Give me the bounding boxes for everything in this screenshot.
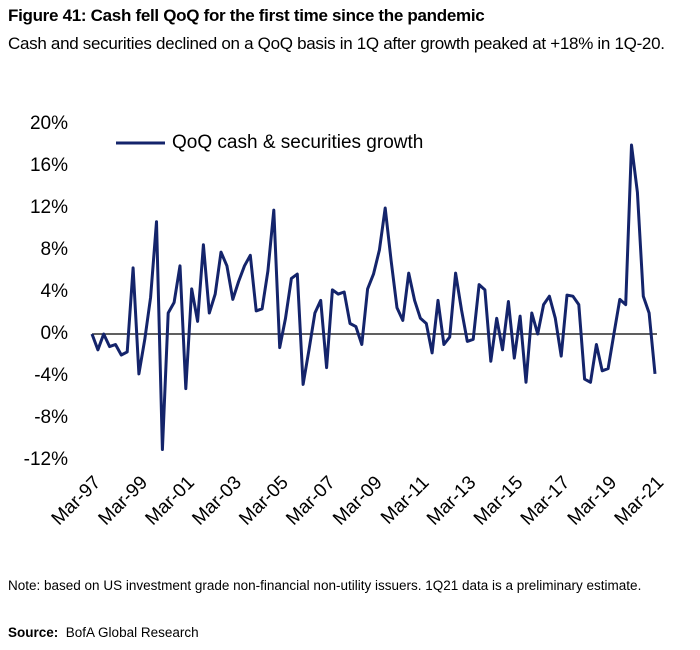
note: Note: based on US investment grade non-f…: [8, 578, 642, 593]
y-tick-label: 8%: [41, 239, 69, 260]
chart-subtitle: Cash and securities declined on a QoQ ba…: [8, 34, 665, 53]
x-tick-label: Mar-21: [611, 472, 668, 529]
x-tick-label: Mar-97: [48, 472, 105, 529]
x-tick-label: Mar-19: [564, 472, 621, 529]
legend-label: QoQ cash & securities growth: [172, 132, 423, 153]
x-tick-label: Mar-07: [282, 472, 339, 529]
y-tick-label: 4%: [41, 281, 69, 302]
y-tick-label: -12%: [24, 449, 68, 470]
x-tick-label: Mar-17: [517, 472, 574, 529]
source-label: Source:: [8, 625, 59, 640]
x-tick-label: Mar-15: [470, 472, 527, 529]
y-tick-label: 20%: [30, 113, 68, 134]
source-text: BofA Global Research: [65, 625, 199, 640]
y-tick-label: -4%: [34, 365, 68, 386]
x-tick-label: Mar-01: [142, 472, 199, 529]
chart: -12%-8%-4%0%4%8%12%16%20%Mar-97Mar-99Mar…: [24, 113, 668, 530]
source: Source: BofA Global Research: [8, 625, 199, 640]
x-tick-label: Mar-09: [329, 472, 386, 529]
y-tick-label: -8%: [34, 407, 68, 428]
x-tick-label: Mar-03: [188, 472, 245, 529]
y-tick-label: 12%: [30, 197, 68, 218]
chart-title: Figure 41: Cash fell QoQ for the first t…: [8, 6, 485, 25]
x-tick-label: Mar-05: [235, 472, 292, 529]
x-tick-label: Mar-99: [95, 472, 152, 529]
line-series: [90, 143, 657, 451]
y-tick-label: 16%: [30, 155, 68, 176]
x-tick-label: Mar-11: [377, 472, 433, 528]
y-tick-label: 0%: [41, 323, 69, 344]
x-tick-label: Mar-13: [423, 472, 480, 529]
